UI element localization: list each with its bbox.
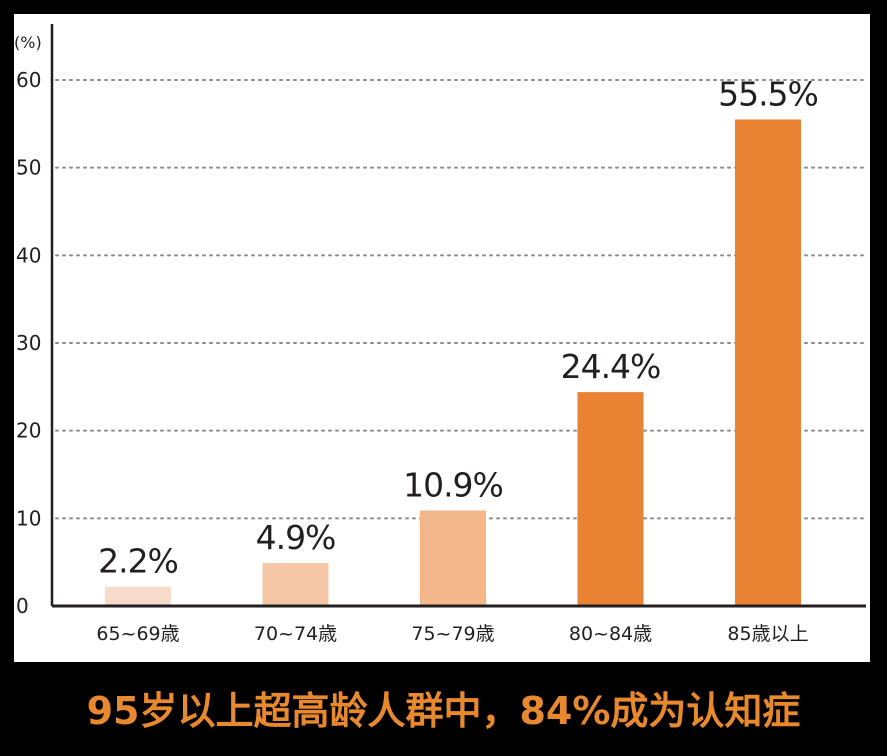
y-axis: 0 10 20 30 40 50 60 (%) xyxy=(14,24,54,618)
gridlines xyxy=(55,79,867,520)
y-tick-label: 50 xyxy=(16,156,41,180)
data-label-5: 55.5% xyxy=(718,74,818,113)
y-tick-label: 20 xyxy=(16,419,41,443)
bar-5 xyxy=(735,119,801,606)
bars xyxy=(105,119,801,606)
bar-4 xyxy=(577,392,644,606)
y-tick-label: 10 xyxy=(16,506,41,530)
y-tick-label: 0 xyxy=(16,594,29,618)
x-tick-label-1: 65~69歳 xyxy=(96,623,179,645)
bar-3 xyxy=(420,510,486,606)
data-label-2: 4.9% xyxy=(256,518,336,557)
data-label-1: 2.2% xyxy=(98,542,178,581)
chart-panel: 2.2% 4.9% 10.9% 24.4% 55.5% 0 10 20 30 40 50 60 (%)… xyxy=(14,14,870,662)
bar-chart: 2.2% 4.9% 10.9% 24.4% 55.5% 0 10 20 30 40 50 60 (%)… xyxy=(14,24,867,645)
x-tick-label-2: 70~74歳 xyxy=(254,623,337,645)
y-tick-label: 60 xyxy=(16,68,41,92)
x-tick-label-4: 80~84歳 xyxy=(569,623,652,645)
y-tick-label: 30 xyxy=(16,331,41,355)
x-tick-label-3: 75~79歳 xyxy=(411,623,494,645)
data-label-4: 24.4% xyxy=(561,347,661,386)
bar-1 xyxy=(105,586,171,606)
y-unit-label: (%) xyxy=(14,33,42,52)
y-tick-label: 40 xyxy=(16,243,41,267)
bar-2 xyxy=(262,563,329,606)
x-axis: 65~69歳 70~74歳 75~79歳 80~84歳 85歳以上 xyxy=(52,604,866,645)
data-label-3: 10.9% xyxy=(403,465,503,504)
caption: 95岁以上超高龄人群中，84%成为认知症 xyxy=(86,689,801,733)
x-tick-label-5: 85歳以上 xyxy=(727,623,808,645)
data-labels: 2.2% 4.9% 10.9% 24.4% 55.5% xyxy=(98,74,819,581)
